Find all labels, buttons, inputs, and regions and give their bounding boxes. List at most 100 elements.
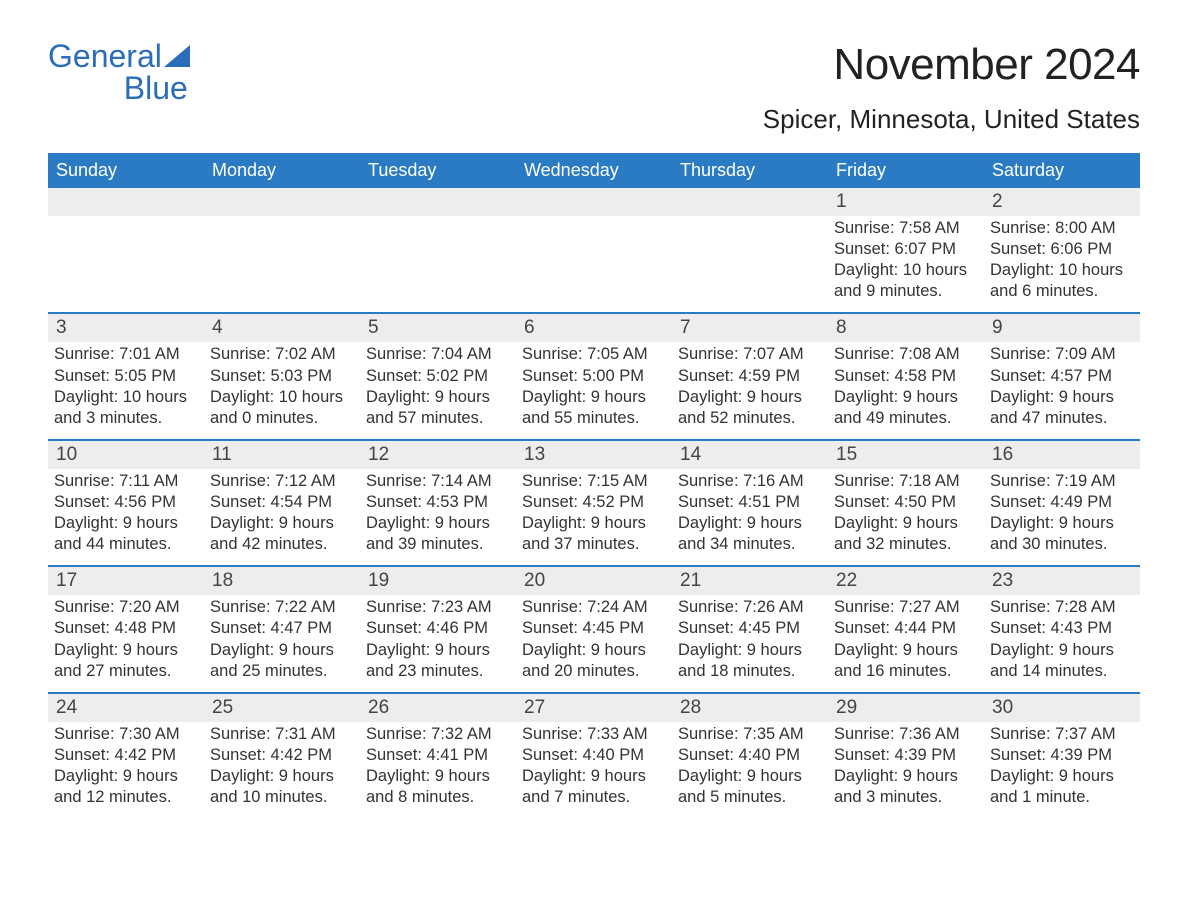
day-cell: Sunrise: 7:11 AMSunset: 4:56 PMDaylight:… [48, 469, 204, 565]
day-number [516, 188, 672, 216]
day-info: Sunrise: 7:58 AMSunset: 6:07 PMDaylight:… [834, 216, 978, 302]
daylight-text: Daylight: 9 hours and 52 minutes. [678, 387, 822, 429]
daylight-text: Daylight: 9 hours and 20 minutes. [522, 640, 666, 682]
daylight-text: Daylight: 9 hours and 3 minutes. [834, 766, 978, 808]
logo: General Blue [48, 40, 190, 104]
day-info: Sunrise: 7:20 AMSunset: 4:48 PMDaylight:… [54, 595, 198, 681]
daylight-text: Daylight: 9 hours and 1 minute. [990, 766, 1134, 808]
sunset-text: Sunset: 5:02 PM [366, 366, 510, 387]
sunset-text: Sunset: 4:41 PM [366, 745, 510, 766]
sunset-text: Sunset: 4:42 PM [54, 745, 198, 766]
day-cell: Sunrise: 7:07 AMSunset: 4:59 PMDaylight:… [672, 342, 828, 438]
daylight-text: Daylight: 9 hours and 57 minutes. [366, 387, 510, 429]
day-cell: Sunrise: 7:09 AMSunset: 4:57 PMDaylight:… [984, 342, 1140, 438]
day-cell: Sunrise: 7:32 AMSunset: 4:41 PMDaylight:… [360, 722, 516, 818]
sunrise-text: Sunrise: 7:18 AM [834, 471, 978, 492]
day-cell: Sunrise: 7:01 AMSunset: 5:05 PMDaylight:… [48, 342, 204, 438]
weekday-label: Friday [828, 153, 984, 188]
logo-text: General Blue [48, 40, 190, 104]
day-info: Sunrise: 7:15 AMSunset: 4:52 PMDaylight:… [522, 469, 666, 555]
sunset-text: Sunset: 6:07 PM [834, 239, 978, 260]
day-info: Sunrise: 7:26 AMSunset: 4:45 PMDaylight:… [678, 595, 822, 681]
weekday-label: Thursday [672, 153, 828, 188]
day-info: Sunrise: 7:31 AMSunset: 4:42 PMDaylight:… [210, 722, 354, 808]
day-number: 9 [984, 314, 1140, 342]
day-cell: Sunrise: 7:14 AMSunset: 4:53 PMDaylight:… [360, 469, 516, 565]
week-info-row: Sunrise: 7:30 AMSunset: 4:42 PMDaylight:… [48, 722, 1140, 818]
day-cell: Sunrise: 7:19 AMSunset: 4:49 PMDaylight:… [984, 469, 1140, 565]
daylight-text: Daylight: 9 hours and 27 minutes. [54, 640, 198, 682]
day-number: 21 [672, 567, 828, 595]
sunset-text: Sunset: 4:43 PM [990, 618, 1134, 639]
day-info: Sunrise: 7:36 AMSunset: 4:39 PMDaylight:… [834, 722, 978, 808]
day-number: 22 [828, 567, 984, 595]
day-number: 4 [204, 314, 360, 342]
sunrise-text: Sunrise: 7:02 AM [210, 344, 354, 365]
sunrise-text: Sunrise: 7:11 AM [54, 471, 198, 492]
day-number: 8 [828, 314, 984, 342]
day-cell: Sunrise: 7:23 AMSunset: 4:46 PMDaylight:… [360, 595, 516, 691]
day-number: 6 [516, 314, 672, 342]
sunrise-text: Sunrise: 7:08 AM [834, 344, 978, 365]
day-number: 7 [672, 314, 828, 342]
sunset-text: Sunset: 4:56 PM [54, 492, 198, 513]
day-number-strip: 12 [48, 188, 1140, 216]
day-number: 18 [204, 567, 360, 595]
day-cell: Sunrise: 7:26 AMSunset: 4:45 PMDaylight:… [672, 595, 828, 691]
sunrise-text: Sunrise: 7:31 AM [210, 724, 354, 745]
day-number: 29 [828, 694, 984, 722]
daylight-text: Daylight: 9 hours and 10 minutes. [210, 766, 354, 808]
daylight-text: Daylight: 9 hours and 30 minutes. [990, 513, 1134, 555]
week-block: 3456789Sunrise: 7:01 AMSunset: 5:05 PMDa… [48, 312, 1140, 438]
daylight-text: Daylight: 9 hours and 42 minutes. [210, 513, 354, 555]
day-info: Sunrise: 7:37 AMSunset: 4:39 PMDaylight:… [990, 722, 1134, 808]
daylight-text: Daylight: 10 hours and 6 minutes. [990, 260, 1134, 302]
logo-word2: Blue [48, 72, 190, 104]
sunset-text: Sunset: 5:03 PM [210, 366, 354, 387]
day-info: Sunrise: 7:02 AMSunset: 5:03 PMDaylight:… [210, 342, 354, 428]
sunset-text: Sunset: 4:57 PM [990, 366, 1134, 387]
day-cell: Sunrise: 7:24 AMSunset: 4:45 PMDaylight:… [516, 595, 672, 691]
day-info: Sunrise: 7:30 AMSunset: 4:42 PMDaylight:… [54, 722, 198, 808]
day-info: Sunrise: 7:35 AMSunset: 4:40 PMDaylight:… [678, 722, 822, 808]
sunrise-text: Sunrise: 7:15 AM [522, 471, 666, 492]
sunset-text: Sunset: 4:44 PM [834, 618, 978, 639]
day-cell [48, 216, 204, 312]
day-cell: Sunrise: 7:28 AMSunset: 4:43 PMDaylight:… [984, 595, 1140, 691]
sunrise-text: Sunrise: 7:01 AM [54, 344, 198, 365]
day-info: Sunrise: 7:08 AMSunset: 4:58 PMDaylight:… [834, 342, 978, 428]
daylight-text: Daylight: 9 hours and 34 minutes. [678, 513, 822, 555]
daylight-text: Daylight: 9 hours and 55 minutes. [522, 387, 666, 429]
day-info: Sunrise: 7:22 AMSunset: 4:47 PMDaylight:… [210, 595, 354, 681]
sunrise-text: Sunrise: 7:04 AM [366, 344, 510, 365]
sunset-text: Sunset: 4:46 PM [366, 618, 510, 639]
day-number: 26 [360, 694, 516, 722]
day-info: Sunrise: 7:04 AMSunset: 5:02 PMDaylight:… [366, 342, 510, 428]
day-info: Sunrise: 7:05 AMSunset: 5:00 PMDaylight:… [522, 342, 666, 428]
daylight-text: Daylight: 9 hours and 5 minutes. [678, 766, 822, 808]
day-number-strip: 24252627282930 [48, 694, 1140, 722]
weekday-label: Sunday [48, 153, 204, 188]
sunrise-text: Sunrise: 7:37 AM [990, 724, 1134, 745]
day-number: 3 [48, 314, 204, 342]
day-info: Sunrise: 7:33 AMSunset: 4:40 PMDaylight:… [522, 722, 666, 808]
day-cell [516, 216, 672, 312]
sunrise-text: Sunrise: 7:14 AM [366, 471, 510, 492]
day-info: Sunrise: 7:32 AMSunset: 4:41 PMDaylight:… [366, 722, 510, 808]
day-number: 27 [516, 694, 672, 722]
sunset-text: Sunset: 5:05 PM [54, 366, 198, 387]
daylight-text: Daylight: 10 hours and 3 minutes. [54, 387, 198, 429]
day-cell: Sunrise: 7:20 AMSunset: 4:48 PMDaylight:… [48, 595, 204, 691]
sunrise-text: Sunrise: 7:23 AM [366, 597, 510, 618]
day-number: 1 [828, 188, 984, 216]
day-cell: Sunrise: 7:02 AMSunset: 5:03 PMDaylight:… [204, 342, 360, 438]
month-title: November 2024 [763, 40, 1140, 90]
sunrise-text: Sunrise: 7:35 AM [678, 724, 822, 745]
sunrise-text: Sunrise: 7:33 AM [522, 724, 666, 745]
day-number: 13 [516, 441, 672, 469]
daylight-text: Daylight: 9 hours and 7 minutes. [522, 766, 666, 808]
week-block: 12Sunrise: 7:58 AMSunset: 6:07 PMDayligh… [48, 188, 1140, 312]
sunrise-text: Sunrise: 7:09 AM [990, 344, 1134, 365]
daylight-text: Daylight: 9 hours and 23 minutes. [366, 640, 510, 682]
day-number-strip: 17181920212223 [48, 567, 1140, 595]
